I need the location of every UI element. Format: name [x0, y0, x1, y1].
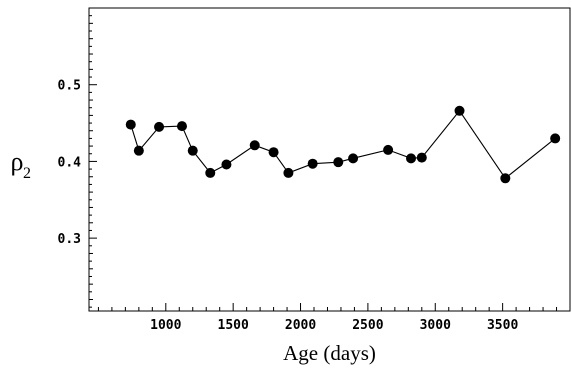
data-point [268, 147, 279, 158]
data-point [187, 145, 198, 156]
x-tick-label: 3000 [420, 318, 451, 333]
y-tick-label: 0.3 [58, 232, 81, 247]
y-tick-label: 0.5 [58, 79, 81, 94]
plot-frame [88, 7, 571, 312]
x-tick-label: 2000 [285, 318, 316, 333]
ticks-layer [89, 7, 571, 311]
y-axis-label: ρ [11, 147, 24, 176]
data-point [154, 121, 165, 132]
data-point [125, 119, 136, 130]
y-tick-labels: 0.3 0.4 0.5 [58, 79, 82, 247]
x-tick-label: 1000 [150, 318, 181, 333]
data-point [307, 158, 318, 169]
data-point [500, 173, 511, 184]
points-layer [125, 105, 561, 184]
data-point [550, 133, 561, 144]
data-point [221, 159, 232, 170]
x-tick-labels: 1000 1500 2000 2500 3000 3500 [150, 318, 518, 333]
data-point [283, 167, 294, 178]
x-tick-label: 1500 [218, 318, 249, 333]
data-point [454, 105, 465, 116]
data-point [416, 152, 427, 163]
data-point [249, 140, 260, 151]
x-axis-label: Age (days) [283, 341, 376, 365]
series-line [130, 109, 556, 180]
y-axis-label-subscript: 2 [23, 165, 31, 182]
x-tick-label: 2500 [352, 318, 383, 333]
data-point [383, 144, 394, 155]
data-point [176, 121, 187, 132]
data-point [406, 153, 417, 164]
data-point [205, 167, 216, 178]
y-tick-label: 0.4 [58, 155, 82, 170]
data-point [133, 145, 144, 156]
data-point [333, 157, 344, 168]
x-tick-label: 3500 [487, 318, 518, 333]
data-point [348, 153, 359, 164]
